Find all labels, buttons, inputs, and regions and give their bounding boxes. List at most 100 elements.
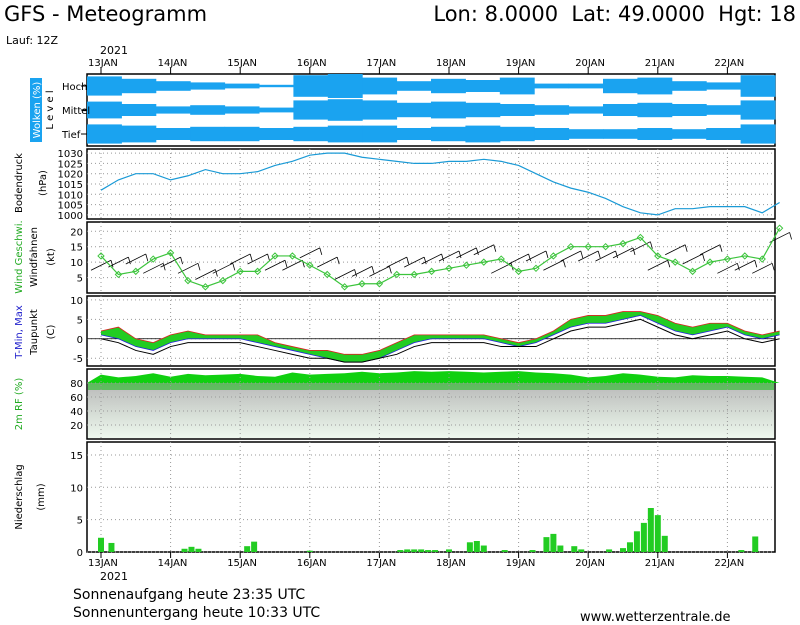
precip-bar xyxy=(181,548,188,552)
wind-speed-point xyxy=(723,255,732,263)
wind-barb xyxy=(336,257,340,265)
wind-barb xyxy=(267,253,270,262)
year-label-top: 2021 xyxy=(100,44,128,57)
wind-barb xyxy=(351,266,373,277)
cloud-level-label: Mittel xyxy=(62,106,90,117)
wind-speed-point xyxy=(306,261,314,269)
cloud-cell-hoch xyxy=(706,82,742,90)
cloud-cell-hoch xyxy=(224,83,260,89)
ytick-temperature: 5 xyxy=(77,315,83,326)
ytick-pressure: 1025 xyxy=(58,159,83,170)
precip-bar xyxy=(411,549,418,552)
wind-barb xyxy=(421,253,442,265)
wind-speed-point xyxy=(706,258,714,266)
wind-speed-point xyxy=(114,270,123,279)
ytick-precipitation: 5 xyxy=(77,516,83,527)
date-label-bottom: 14JAN xyxy=(158,558,188,569)
precip-bar xyxy=(752,536,759,552)
precip-bar xyxy=(606,549,613,552)
cloud-cell-mittel xyxy=(327,99,363,121)
wind-speed-point xyxy=(410,270,418,279)
wind-barb xyxy=(110,260,114,268)
precip-bar xyxy=(432,550,439,552)
date-label-bottom: 19JAN xyxy=(506,558,536,569)
precip-bar xyxy=(98,537,104,552)
wind-barb xyxy=(754,260,758,268)
cloud-cell-tief xyxy=(362,125,398,143)
wind-barb xyxy=(299,247,320,259)
wind-barb xyxy=(717,262,738,274)
pressure-unit-label: (hPa) xyxy=(38,170,49,196)
date-label-top: 14JAN xyxy=(158,58,188,69)
wind-barb xyxy=(752,262,773,274)
wind-speed-point xyxy=(340,283,349,291)
tmax-line xyxy=(100,311,780,355)
ytick-precipitation: 0 xyxy=(77,548,83,559)
wind-speed-point xyxy=(462,261,471,269)
ytick-pressure: 1020 xyxy=(58,170,83,181)
cloud-cell-mittel xyxy=(87,101,122,119)
wind-speed-point xyxy=(288,252,297,260)
wind-speed-point xyxy=(688,267,697,276)
wind-speed-point xyxy=(567,242,575,251)
wind-barb xyxy=(719,244,723,252)
wind-barb xyxy=(563,260,566,268)
cloud-cell-tief xyxy=(431,126,466,142)
wind-barb xyxy=(476,247,479,255)
wind-barb xyxy=(197,263,201,271)
precip-bar xyxy=(640,522,647,552)
precip-bar xyxy=(738,550,745,552)
date-label-bottom: 16JAN xyxy=(297,558,327,569)
date-label-top: 21JAN xyxy=(645,58,675,69)
cloud-cell-mittel xyxy=(603,104,638,116)
precip-bar xyxy=(306,550,313,552)
precip-bar xyxy=(501,550,508,552)
wind-speed-point xyxy=(132,267,140,276)
wind-barb xyxy=(458,250,462,259)
precip-bar xyxy=(620,548,626,552)
cloud-cell-mittel xyxy=(637,102,673,118)
cloud-cell-tief xyxy=(121,125,157,143)
wind-barb xyxy=(667,260,671,268)
cloud-cell-tief xyxy=(155,128,191,140)
cloud-level-label: Hoch xyxy=(62,82,87,93)
wind-barb xyxy=(317,256,338,268)
wind-barb xyxy=(319,247,323,255)
wind-speed-point xyxy=(671,258,679,266)
wind-barb xyxy=(230,253,251,265)
cloud-cell-hoch xyxy=(121,78,157,94)
wind-barb xyxy=(334,269,355,280)
precip-bar xyxy=(425,550,432,552)
cloud-cell-tief xyxy=(396,128,432,140)
cloud-cell-hoch xyxy=(534,83,570,89)
wind-speed-point xyxy=(236,267,244,276)
wind-barb xyxy=(195,269,216,280)
ytick-temperature: 10 xyxy=(70,296,83,307)
wind-barb xyxy=(160,256,181,268)
precip-bar xyxy=(543,537,550,552)
precip-bar xyxy=(654,515,661,552)
wind-speed-point xyxy=(253,267,262,276)
wind-speed-point xyxy=(375,280,384,288)
cloud-cell-hoch xyxy=(362,77,398,95)
wind-barb xyxy=(247,253,268,265)
wind-barb xyxy=(423,257,427,265)
panel-frame-temperature xyxy=(86,295,776,367)
precip-bar xyxy=(571,546,578,552)
wind-barb xyxy=(734,259,755,271)
cloud-label-bg xyxy=(30,78,42,142)
cloud-cell-mittel xyxy=(121,104,157,116)
cloud-cell-hoch xyxy=(190,82,226,90)
ytick-pressure: 1000 xyxy=(58,211,83,222)
wind-speed-point xyxy=(358,280,366,288)
rh-band xyxy=(88,383,774,390)
precip-bar xyxy=(633,531,640,552)
cloud-cell-tief xyxy=(87,124,122,144)
cloud-cell-tief xyxy=(293,126,329,142)
wind-speed-point xyxy=(166,249,175,257)
wind-speed-point xyxy=(184,276,192,285)
site-link[interactable]: www.wetterzentrale.de xyxy=(580,610,731,625)
date-label-bottom: 20JAN xyxy=(575,558,605,569)
cloud-cell-mittel xyxy=(568,106,604,114)
wind-barb xyxy=(177,262,199,274)
